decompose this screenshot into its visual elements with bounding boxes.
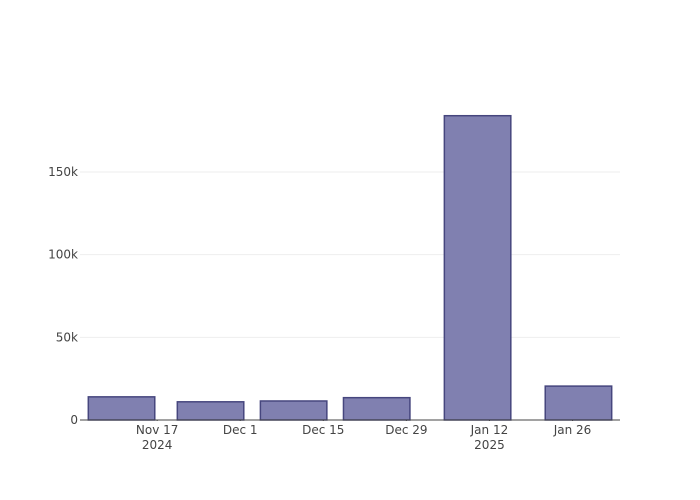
bar — [87, 396, 156, 421]
bar — [443, 114, 512, 421]
y-tick-label: 50k — [56, 330, 78, 344]
x-tick-label: Jan 12 2025 — [470, 423, 509, 452]
bar — [342, 396, 411, 421]
x-tick-label: Nov 17 2024 — [136, 423, 179, 452]
bar — [176, 401, 245, 421]
bar — [259, 400, 328, 421]
y-tick-label: 150k — [48, 165, 78, 179]
y-tick-label: 0 — [70, 413, 78, 427]
x-tick-label: Dec 1 — [223, 423, 258, 437]
x-tick-label: Jan 26 — [553, 423, 592, 437]
x-tick-label: Dec 15 — [302, 423, 344, 437]
y-tick-label: 100k — [48, 248, 78, 262]
x-tick-label: Dec 29 — [385, 423, 427, 437]
bar — [544, 385, 613, 421]
